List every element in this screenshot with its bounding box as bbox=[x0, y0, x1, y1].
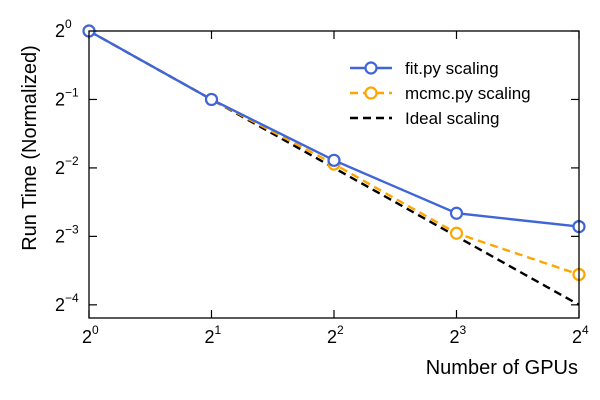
x-tick-label: 24 bbox=[572, 323, 589, 347]
x-axis-label: Number of GPUs bbox=[426, 357, 578, 379]
x-tick-label: 22 bbox=[327, 323, 344, 347]
legend-marker-0 bbox=[364, 61, 378, 75]
series-0-point bbox=[327, 153, 341, 167]
x-tick-label: 21 bbox=[205, 323, 222, 347]
y-tick-label: 2−3 bbox=[55, 222, 79, 246]
legend: fit.py scaling mcmc.py scaling Ideal scali… bbox=[350, 59, 531, 128]
y-tick-label: 2−1 bbox=[55, 85, 79, 109]
series-1-point bbox=[449, 226, 464, 240]
y-tick-label: 20 bbox=[55, 17, 72, 41]
legend-label-0: fit.py scaling bbox=[405, 59, 499, 78]
y-tick-label: 2−2 bbox=[55, 154, 79, 178]
series-line-0 bbox=[88, 29, 580, 228]
y-axis-label: Run Time (Normalized) bbox=[19, 45, 41, 251]
series-line-1 bbox=[88, 29, 580, 276]
series-0-point bbox=[449, 206, 464, 220]
legend-label-1: mcmc.py scaling bbox=[405, 84, 531, 103]
series-0-point bbox=[204, 92, 219, 107]
y-tick-label: 2−4 bbox=[55, 291, 79, 315]
ticks-layer: 20 21 22 23 24 20 2−1 2−2 2−3 2−4 bbox=[55, 17, 589, 347]
x-tick-label: 23 bbox=[450, 323, 467, 347]
legend-label-2: Ideal scaling bbox=[405, 109, 500, 128]
legend-marker-1 bbox=[364, 86, 378, 100]
plot-frame bbox=[88, 30, 580, 319]
x-tick-label: 20 bbox=[82, 323, 99, 347]
series-layer bbox=[82, 24, 586, 306]
